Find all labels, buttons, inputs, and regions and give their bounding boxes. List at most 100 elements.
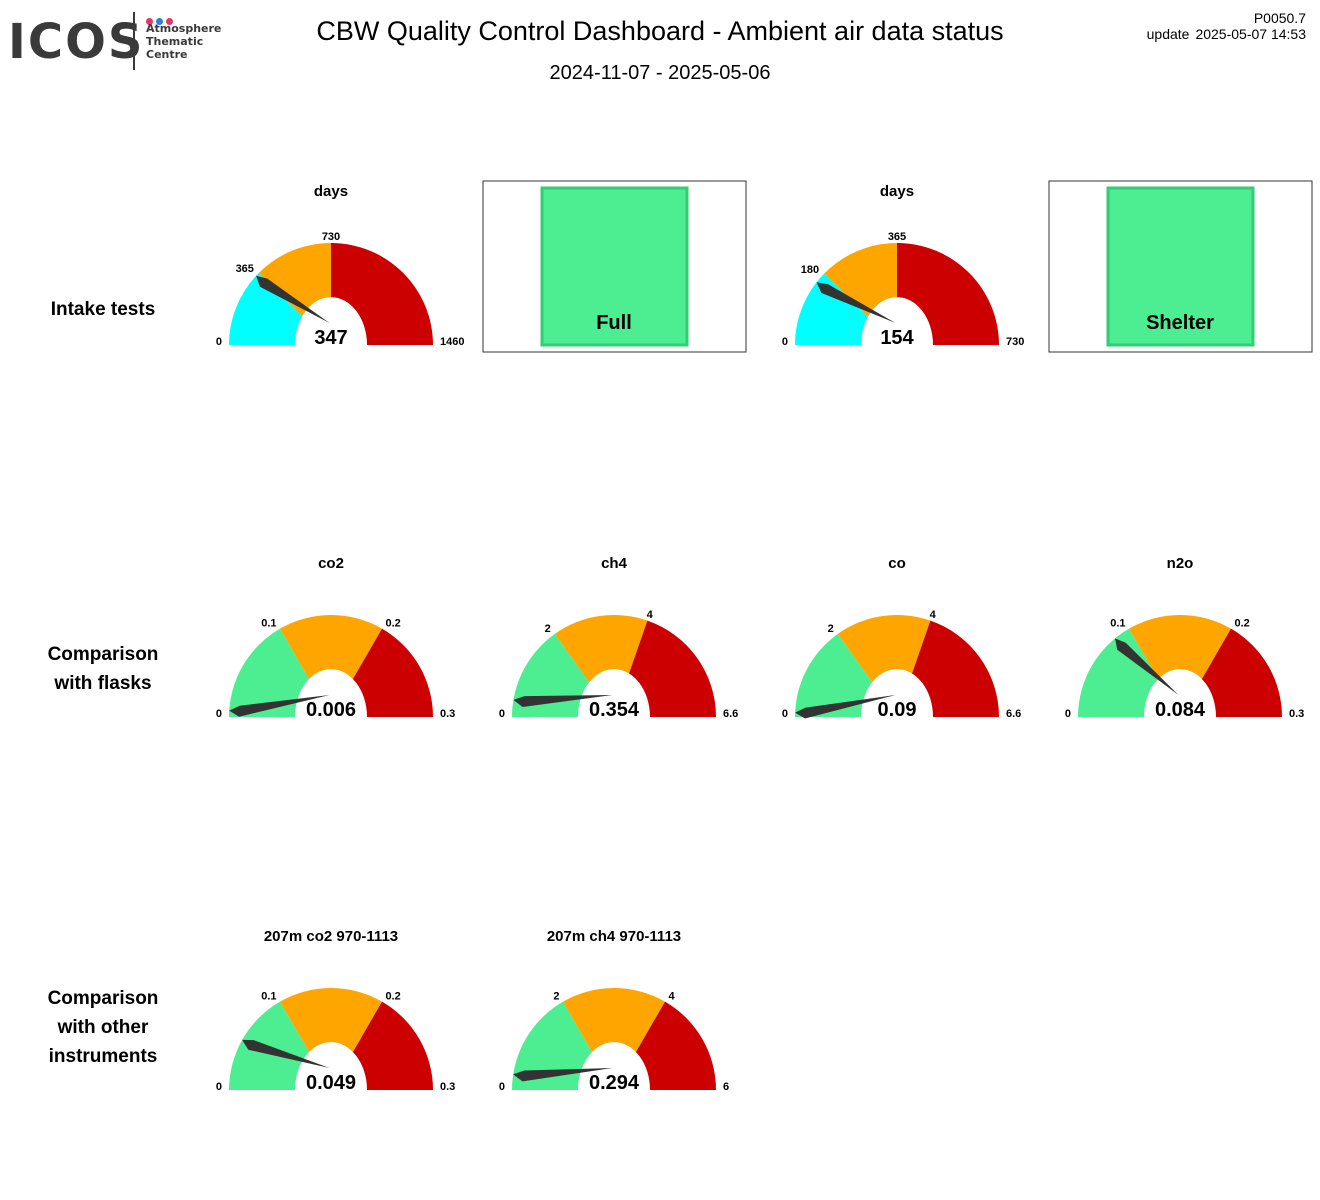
- gauge-value: 0.006: [306, 699, 356, 721]
- gauge-tick-label: 2: [828, 623, 834, 635]
- gauge-tick-label: 0: [1065, 708, 1071, 720]
- row-label-line: Comparison: [47, 644, 159, 665]
- logo-line: Thematic: [146, 35, 204, 48]
- gauge-needle: [513, 1068, 613, 1082]
- gauge-tick-label: 6.6: [723, 708, 738, 720]
- row-label-comparison-flasks: Comparison with flasks: [3, 640, 203, 698]
- gauge-tick-label: 6.6: [1006, 708, 1021, 720]
- gauge-value: 0.09: [878, 699, 917, 721]
- gauge-needle: [816, 282, 896, 323]
- gauge-needle: [229, 695, 330, 717]
- gauge-tick-label: 6: [723, 1081, 729, 1093]
- status-panel-0-1: Full: [482, 180, 747, 353]
- logo-dot: [146, 18, 153, 25]
- logo-subtitle: Atmosphere Thematic Centre: [146, 22, 221, 61]
- icos-logo: ICOS Atmosphere Thematic Centre: [8, 10, 228, 72]
- gauge-tick-label: 0: [216, 336, 222, 348]
- row-label-line: with flasks: [54, 673, 152, 694]
- gauge-tick-label: 0: [782, 708, 788, 720]
- gauge-tick-label: 0: [216, 1081, 222, 1093]
- gauge-value: 0.354: [589, 699, 640, 721]
- gauge-needle: [513, 695, 613, 708]
- gauge-hub: [295, 297, 367, 393]
- row-label-comparison-instruments: Comparison with other instruments: [3, 984, 203, 1071]
- gauge-0-2: 154 0 180 365 730 days: [782, 183, 1024, 393]
- gauge-zone: [837, 614, 931, 717]
- logo-line: Atmosphere: [146, 22, 222, 35]
- gauge-tick-label: 0: [216, 708, 222, 720]
- status-indicator: [1106, 186, 1255, 347]
- gauge-value: 154: [880, 327, 914, 349]
- row-label-intake-tests: Intake tests: [3, 295, 203, 324]
- gauge-value: 0.084: [1155, 699, 1206, 721]
- gauge-value: 347: [314, 327, 347, 349]
- gauge-hub: [578, 1042, 650, 1138]
- gauge-title: 207m co2 970-1113: [264, 928, 398, 945]
- logo-line: Centre: [146, 48, 188, 61]
- gauge-zone: [554, 614, 648, 717]
- date-range: 2024-11-07 - 2025-05-06: [549, 62, 771, 84]
- gauge-hub: [578, 669, 650, 765]
- gauge-title: n2o: [1167, 555, 1194, 572]
- gauge-1-0: 0.006 0 0.1 0.2 0.3 co2: [216, 555, 455, 765]
- gauge-tick-label: 4: [647, 609, 654, 621]
- gauge-zone: [1129, 615, 1231, 717]
- gauge-tick-label: 2: [553, 991, 559, 1003]
- gauge-tick-label: 0: [499, 1081, 505, 1093]
- gauge-tick-label: 730: [322, 231, 340, 243]
- gauge-tick-label: 0: [782, 336, 788, 348]
- report-code: P0050.7: [1253, 10, 1306, 26]
- gauge-hub: [295, 1042, 367, 1138]
- gauge-tick-label: 0.3: [440, 1081, 455, 1093]
- update-timestamp: 2025-05-07 14:53: [1195, 26, 1306, 42]
- status-indicator: [540, 186, 689, 347]
- gauge-title: days: [880, 183, 914, 200]
- gauge-1-3: 0.084 0 0.1 0.2 0.3 n2o: [1065, 555, 1304, 765]
- gauge-tick-label: 0.1: [261, 618, 276, 630]
- gauge-title: 207m ch4 970-1113: [547, 928, 681, 945]
- gauge-tick-label: 0.2: [386, 618, 401, 630]
- gauge-hub: [295, 669, 367, 765]
- gauge-value: 0.049: [306, 1072, 356, 1094]
- gauge-2-0: 0.049 0 0.1 0.2 0.3 207m co2 970-1113: [216, 928, 455, 1138]
- status-label: Full: [596, 312, 632, 334]
- logo-dots-icon: [146, 12, 176, 25]
- gauge-tick-label: 4: [930, 609, 937, 621]
- status-panel-0-3: Shelter: [1048, 180, 1313, 353]
- gauge-tick-label: 0.3: [1289, 708, 1304, 720]
- gauge-value: 0.294: [589, 1072, 640, 1094]
- gauge-tick-label: 0: [499, 708, 505, 720]
- gauge-tick-label: 0.2: [1235, 618, 1250, 630]
- status-label: Shelter: [1146, 312, 1214, 334]
- gauge-needle: [256, 275, 330, 323]
- gauge-title: co2: [318, 555, 344, 572]
- gauge-needle: [242, 1039, 330, 1068]
- gauge-tick-label: 180: [801, 264, 819, 276]
- gauge-1-1: 0.354 0 2 4 6.6 ch4: [499, 555, 738, 765]
- gauge-tick-label: 365: [236, 263, 254, 275]
- gauge-hub: [1144, 669, 1216, 765]
- logo-divider: [133, 12, 135, 70]
- gauge-zone: [280, 988, 382, 1090]
- gauge-tick-label: 4: [669, 991, 676, 1003]
- update-line: update 2025-05-07 14:53: [1147, 26, 1306, 42]
- gauge-1-2: 0.09 0 2 4 6.6 co: [782, 555, 1021, 765]
- gauge-tick-label: 0.1: [1110, 618, 1125, 630]
- gauge-tick-label: 1460: [440, 336, 464, 348]
- gauge-zone: [563, 988, 665, 1090]
- gauge-2-1: 0.294 0 2 4 6 207m ch4 970-1113: [499, 928, 729, 1138]
- logo-dot: [166, 18, 173, 25]
- update-label: update: [1146, 26, 1190, 42]
- row-label-line: Comparison: [47, 988, 159, 1009]
- gauge-hub: [861, 297, 933, 393]
- gauge-tick-label: 730: [1006, 336, 1024, 348]
- gauge-0-0: 347 0 365 730 1460 days: [216, 183, 464, 393]
- page-title: CBW Quality Control Dashboard - Ambient …: [316, 16, 1004, 46]
- report-meta: P0050.7 update 2025-05-07 14:53: [1147, 10, 1306, 42]
- gauge-needle: [795, 695, 896, 719]
- row-label-line: Intake tests: [50, 299, 156, 320]
- row-label-line: with other: [57, 1017, 149, 1038]
- gauge-hub: [861, 669, 933, 765]
- gauge-tick-label: 2: [545, 623, 551, 635]
